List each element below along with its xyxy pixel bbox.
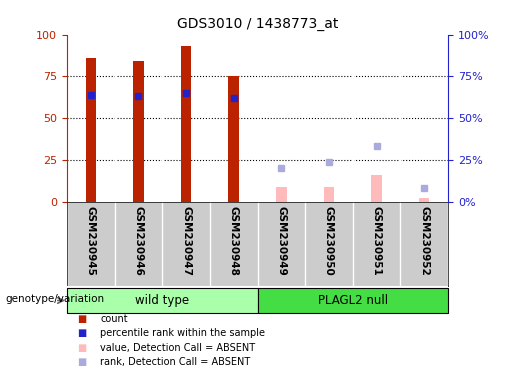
Bar <box>67 288 258 313</box>
Text: value, Detection Call = ABSENT: value, Detection Call = ABSENT <box>100 343 255 353</box>
Text: GSM230949: GSM230949 <box>277 206 286 276</box>
Text: genotype/variation: genotype/variation <box>5 294 104 304</box>
Bar <box>181 46 191 202</box>
Text: GSM230947: GSM230947 <box>181 206 191 276</box>
Text: ■: ■ <box>77 343 87 353</box>
Text: ■: ■ <box>77 358 87 367</box>
Text: count: count <box>100 314 128 324</box>
Bar <box>419 198 430 202</box>
Text: GSM230948: GSM230948 <box>229 206 238 276</box>
Bar <box>229 76 239 202</box>
Bar <box>324 187 334 202</box>
Bar <box>133 61 144 202</box>
Text: GSM230951: GSM230951 <box>372 206 382 276</box>
Text: GSM230952: GSM230952 <box>419 206 429 276</box>
Bar <box>85 58 96 202</box>
Text: GSM230950: GSM230950 <box>324 206 334 276</box>
Bar <box>371 175 382 202</box>
Bar <box>276 187 286 202</box>
Text: GSM230946: GSM230946 <box>133 206 143 276</box>
Bar <box>258 288 448 313</box>
Text: GSM230945: GSM230945 <box>86 206 96 276</box>
Text: rank, Detection Call = ABSENT: rank, Detection Call = ABSENT <box>100 358 251 367</box>
Text: ■: ■ <box>77 328 87 338</box>
Text: percentile rank within the sample: percentile rank within the sample <box>100 328 265 338</box>
Text: PLAGL2 null: PLAGL2 null <box>318 294 388 307</box>
Title: GDS3010 / 1438773_at: GDS3010 / 1438773_at <box>177 17 338 31</box>
Text: wild type: wild type <box>135 294 190 307</box>
Text: ■: ■ <box>77 314 87 324</box>
